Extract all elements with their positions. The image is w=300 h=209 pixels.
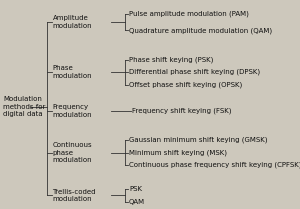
Text: Quadrature amplitude modulation (QAM): Quadrature amplitude modulation (QAM) bbox=[129, 27, 272, 34]
Text: Phase
modulation: Phase modulation bbox=[52, 65, 92, 79]
Text: Differential phase shift keying (DPSK): Differential phase shift keying (DPSK) bbox=[129, 69, 260, 75]
Text: Trellis-coded
modulation: Trellis-coded modulation bbox=[52, 189, 96, 202]
Text: Continuous phase frequency shift keying (CPFSK): Continuous phase frequency shift keying … bbox=[129, 162, 300, 168]
Text: Frequency
modulation: Frequency modulation bbox=[52, 104, 92, 117]
Text: Offset phase shift keying (OPSK): Offset phase shift keying (OPSK) bbox=[129, 81, 242, 88]
Text: QAM: QAM bbox=[129, 199, 145, 205]
Text: Minimum shift keying (MSK): Minimum shift keying (MSK) bbox=[129, 149, 227, 156]
Text: Phase shift keying (PSK): Phase shift keying (PSK) bbox=[129, 56, 213, 63]
Text: Continuous
phase
modulation: Continuous phase modulation bbox=[52, 142, 92, 163]
Text: Frequency shift keying (FSK): Frequency shift keying (FSK) bbox=[132, 107, 232, 114]
Text: Pulse amplitude modulation (PAM): Pulse amplitude modulation (PAM) bbox=[129, 10, 249, 17]
Text: PSK: PSK bbox=[129, 186, 142, 192]
Text: Gaussian minimum shift keying (GMSK): Gaussian minimum shift keying (GMSK) bbox=[129, 137, 268, 143]
Text: Amplitude
modulation: Amplitude modulation bbox=[52, 15, 92, 29]
Text: Modulation
methods for
digital data: Modulation methods for digital data bbox=[3, 96, 45, 117]
